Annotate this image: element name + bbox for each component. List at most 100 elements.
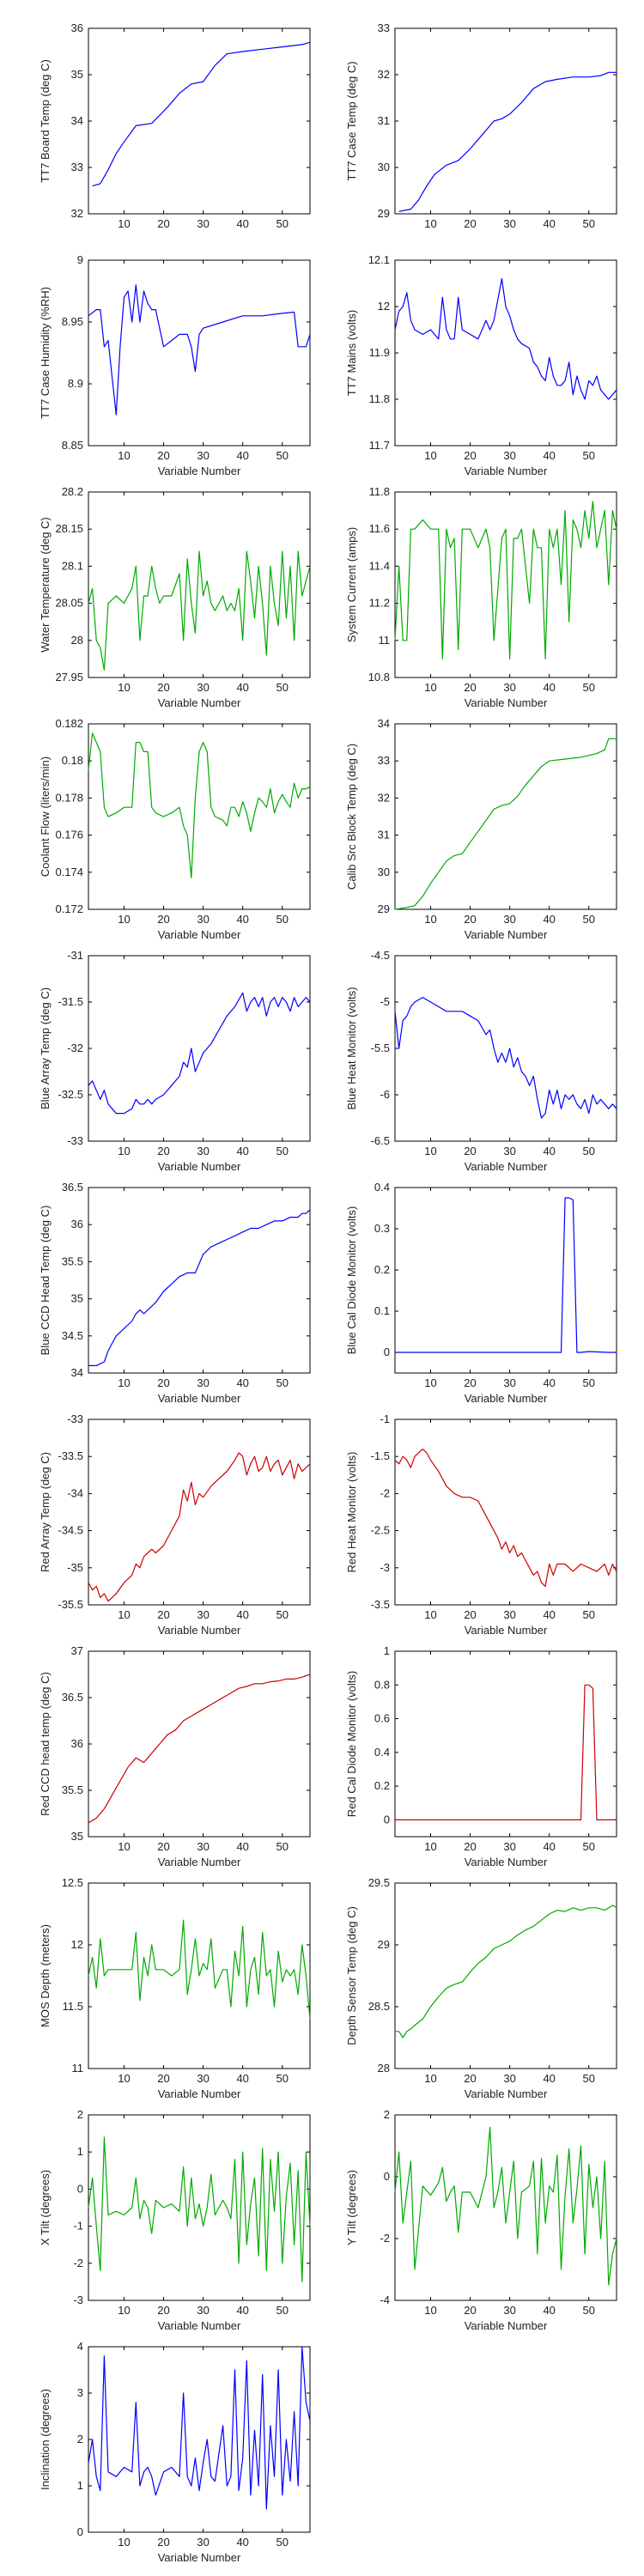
y-tick-label: -33: [67, 1134, 83, 1147]
y-tick-label: -34: [67, 1486, 83, 1499]
y-axis-label: MOS Depth (meters): [39, 1924, 52, 2027]
chart-panel-11: 10 20 30 40 50 34 34.5 35 35.5 36 36.5 Variable Num…: [39, 1181, 311, 1405]
x-tick-label: 40: [236, 2536, 248, 2549]
y-axis-label: TT7 Case Temp (deg C): [345, 61, 358, 180]
x-tick-label: 50: [276, 2304, 289, 2317]
plot-frame: [394, 723, 617, 910]
y-tick-label: -3.5: [371, 1598, 390, 1611]
y-tick-label: 2: [77, 2433, 83, 2445]
y-tick-label: 3: [77, 2386, 83, 2399]
x-tick-label: 50: [276, 1608, 289, 1621]
chart-panel-13: 10 20 30 40 50 -35.5 -35 -34.5 -34 -33.5 -33 Variab…: [39, 1413, 311, 1637]
y-axis-label: TT7 Mains (volts): [345, 310, 358, 396]
x-axis-label: Variable Number: [465, 2087, 548, 2100]
plot-frame: [394, 1187, 617, 1374]
y-tick-label: 11.6: [369, 522, 390, 535]
y-axis-label: Blue CCD Head Temp (deg C): [39, 1206, 52, 1356]
y-tick-label: 35: [71, 1292, 83, 1305]
x-tick-label: 50: [583, 2304, 595, 2317]
chart-panel-8: 10 20 30 40 50 29 30 31 32 33 34 Variable Number Cal…: [345, 717, 617, 941]
y-axis-label: TT7 Board Temp (deg C): [39, 59, 52, 183]
y-tick-label: 32: [378, 68, 390, 81]
y-tick-label: 27.95: [55, 671, 83, 683]
x-tick-label: 20: [464, 913, 476, 926]
y-tick-label: -2: [380, 2232, 390, 2245]
y-tick-label: -34.5: [58, 1524, 83, 1537]
y-tick-label: -3: [73, 2293, 83, 2306]
x-axis-label: Variable Number: [465, 1856, 548, 1868]
y-tick-label: 0: [384, 1813, 390, 1826]
y-tick-label: 11.8: [369, 485, 390, 498]
x-tick-label: 30: [503, 2304, 515, 2317]
y-tick-label: 30: [378, 866, 390, 878]
y-tick-label: 35: [71, 1830, 83, 1843]
series-line: [394, 501, 617, 660]
chart-panel-2: 10 20 30 40 50 29 30 31 32 33 TT7 Case Temp (deg C…: [345, 21, 617, 230]
x-tick-label: 40: [236, 2072, 248, 2085]
series-line: [398, 71, 617, 212]
y-tick-label: 36: [71, 1737, 83, 1750]
y-tick-label: 37: [71, 1644, 83, 1657]
x-tick-label: 30: [197, 2304, 209, 2317]
x-tick-label: 40: [236, 449, 248, 462]
x-tick-label: 20: [464, 449, 476, 462]
y-tick-label: 1: [77, 2479, 83, 2492]
y-tick-label: 0: [384, 2170, 390, 2183]
series-line: [395, 1905, 617, 2038]
x-tick-label: 50: [583, 913, 595, 926]
series-line: [88, 1674, 311, 1824]
y-tick-label: -31.5: [58, 995, 83, 1008]
y-tick-label: 28.1: [62, 559, 83, 572]
x-tick-label: 50: [276, 913, 289, 926]
y-tick-label: -5: [380, 995, 390, 1008]
y-tick-label: 10.8: [368, 671, 390, 683]
y-axis-label: Blue Array Temp (deg C): [39, 987, 52, 1109]
x-tick-label: 20: [157, 1608, 169, 1621]
y-tick-label: 11.8: [369, 392, 390, 405]
y-tick-label: 8.9: [68, 377, 83, 390]
x-tick-label: 30: [503, 2072, 515, 2085]
x-tick-label: 30: [197, 913, 209, 926]
y-tick-label: -31: [67, 949, 83, 962]
chart-panel-6: 10 20 30 40 50 10.8 11 11.2 11.4 11.6 11.8 Variable…: [345, 485, 617, 709]
y-axis-label: Red Cal Diode Monitor (volts): [345, 1671, 358, 1818]
x-tick-label: 10: [118, 913, 130, 926]
x-tick-label: 20: [464, 2304, 476, 2317]
chart-panel-19: 10 20 30 40 50 -3 -2 -1 0 1 2 Variable Number X Tilt…: [39, 2108, 311, 2332]
chart-panel-16: 10 20 30 40 50 0 0.2 0.4 0.6 0.8 1 Variable Number R…: [345, 1644, 617, 1868]
x-tick-label: 20: [157, 449, 169, 462]
y-tick-label: 29: [378, 207, 390, 220]
x-tick-label: 10: [118, 681, 130, 694]
x-tick-label: 10: [424, 1608, 436, 1621]
x-axis-label: Variable Number: [465, 465, 548, 477]
y-tick-label: 2: [384, 2108, 390, 2121]
x-tick-label: 20: [464, 1840, 476, 1853]
plot-frame: [88, 1419, 311, 1606]
x-axis-label: Variable Number: [158, 928, 241, 941]
y-tick-label: 1: [77, 2145, 83, 2158]
x-tick-label: 40: [543, 449, 555, 462]
x-tick-label: 30: [197, 2072, 209, 2085]
series-line: [88, 2136, 311, 2282]
y-tick-label: 0.4: [374, 1746, 390, 1759]
x-axis-label: Variable Number: [465, 1624, 548, 1637]
y-tick-label: 28.05: [55, 597, 83, 610]
y-tick-label: -2.5: [371, 1524, 390, 1537]
x-axis-label: Variable Number: [465, 928, 548, 941]
plot-frame: [88, 491, 311, 678]
x-tick-label: 10: [118, 2304, 130, 2317]
plot-frame: [88, 2114, 311, 2301]
x-tick-label: 40: [543, 1145, 555, 1157]
chart-panel-15: 10 20 30 40 50 35 35.5 36 36.5 37 Variable Number R…: [39, 1644, 311, 1868]
y-tick-label: 4: [77, 2340, 83, 2353]
y-tick-label: 35.5: [62, 1255, 83, 1267]
chart-panel-9: 10 20 30 40 50 -33 -32.5 -32 -31.5 -31 Variable Nu…: [39, 949, 311, 1173]
series-line: [88, 1919, 311, 2020]
y-tick-label: -33.5: [58, 1449, 83, 1462]
y-tick-label: 36.5: [62, 1691, 83, 1704]
series-line: [394, 996, 617, 1119]
y-tick-label: 33: [71, 161, 83, 173]
y-tick-label: 35: [71, 68, 83, 81]
plot-frame: [394, 1650, 617, 1838]
